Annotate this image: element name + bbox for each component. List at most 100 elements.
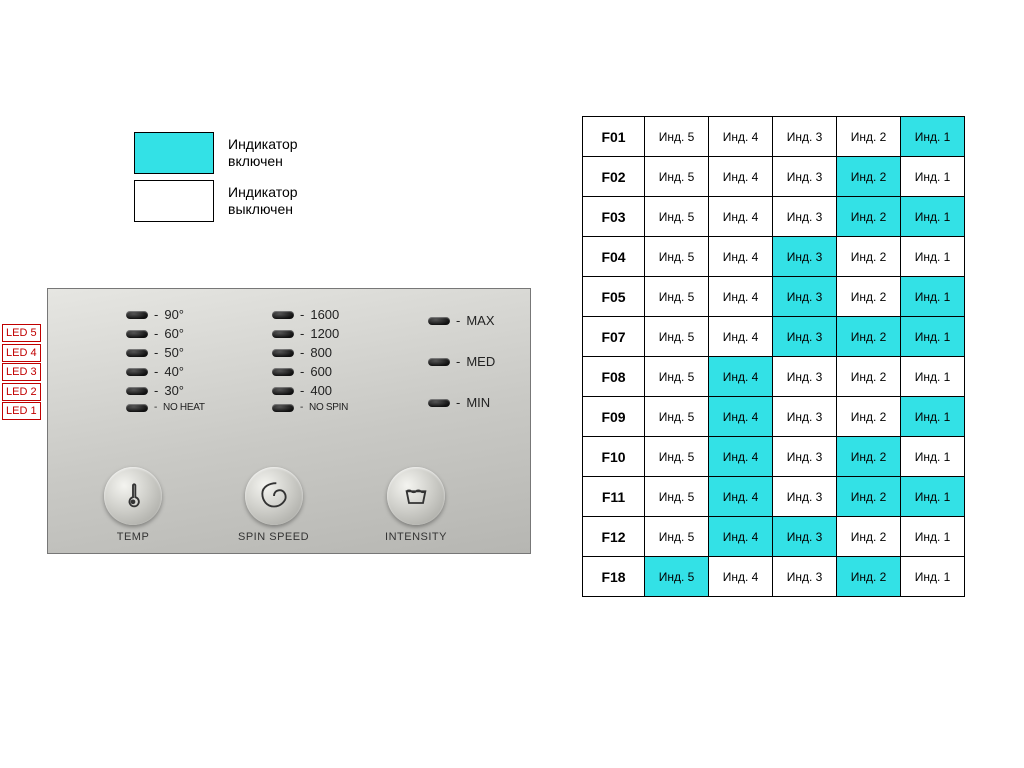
legend-row-off: Индикатор выключен <box>134 180 298 222</box>
indicator-cell: Инд. 1 <box>901 157 965 197</box>
indicator-cell: Инд. 5 <box>645 437 709 477</box>
fault-code-cell: F10 <box>583 437 645 477</box>
indicator-cell: Инд. 5 <box>645 157 709 197</box>
led-row: - 1200 <box>272 326 348 341</box>
intensity-button[interactable] <box>387 467 445 525</box>
led-dot-icon <box>126 349 148 357</box>
indicator-cell: Инд. 2 <box>837 397 901 437</box>
table-row: F08Инд. 5Инд. 4Инд. 3Инд. 2Инд. 1 <box>583 357 965 397</box>
led-row: - 60° <box>126 326 205 341</box>
fault-code-cell: F07 <box>583 317 645 357</box>
indicator-cell: Инд. 1 <box>901 237 965 277</box>
indicator-cell: Инд. 3 <box>773 437 837 477</box>
led-row: - 50° <box>126 345 205 360</box>
led-row: - 1600 <box>272 307 348 322</box>
indicator-cell: Инд. 2 <box>837 237 901 277</box>
led-dot-icon <box>126 404 148 412</box>
indicator-cell: Инд. 4 <box>709 157 773 197</box>
led-dot-icon <box>428 317 450 325</box>
spin-column: - 1600 - 1200 - 800 - 600 - 400 - NO SPI… <box>272 307 348 413</box>
led-value: MED <box>466 354 495 369</box>
table-row: F05Инд. 5Инд. 4Инд. 3Инд. 2Инд. 1 <box>583 277 965 317</box>
indicator-cell: Инд. 3 <box>773 357 837 397</box>
indicator-cell: Инд. 2 <box>837 277 901 317</box>
indicator-cell: Инд. 1 <box>901 477 965 517</box>
table-row: F03Инд. 5Инд. 4Инд. 3Инд. 2Инд. 1 <box>583 197 965 237</box>
led-value: MAX <box>466 313 494 328</box>
legend: Индикатор включен Индикатор выключен <box>134 132 298 222</box>
intensity-button-group: INTENSITY <box>385 467 447 543</box>
indicator-cell: Инд. 1 <box>901 437 965 477</box>
led-row: - 30° <box>126 383 205 398</box>
indicator-cell: Инд. 1 <box>901 397 965 437</box>
indicator-cell: Инд. 5 <box>645 517 709 557</box>
indicator-cell: Инд. 1 <box>901 117 965 157</box>
led-value: 40° <box>164 364 184 379</box>
led-value: 50° <box>164 345 184 360</box>
led-dot-icon <box>272 368 294 376</box>
indicator-cell: Инд. 3 <box>773 517 837 557</box>
led-value: MIN <box>466 395 490 410</box>
dash: - <box>300 402 303 413</box>
legend-label-off: Индикатор выключен <box>228 184 298 219</box>
led-row: - 800 <box>272 345 348 360</box>
temp-button-label: TEMP <box>117 531 150 543</box>
led-row: - MIN <box>428 395 495 410</box>
led-callout-label: LED 1 <box>2 402 41 420</box>
table-row: F01Инд. 5Инд. 4Инд. 3Инд. 2Инд. 1 <box>583 117 965 157</box>
spin-button-label: SPIN SPEED <box>238 531 309 543</box>
table-row: F02Инд. 5Инд. 4Инд. 3Инд. 2Инд. 1 <box>583 157 965 197</box>
led-dot-icon <box>272 404 294 412</box>
indicator-cell: Инд. 1 <box>901 557 965 597</box>
indicator-cell: Инд. 3 <box>773 397 837 437</box>
led-dot-icon <box>428 399 450 407</box>
indicator-cell: Инд. 2 <box>837 157 901 197</box>
led-dot-icon <box>126 387 148 395</box>
indicator-cell: Инд. 4 <box>709 477 773 517</box>
led-value: NO HEAT <box>163 402 205 413</box>
spin-button[interactable] <box>245 467 303 525</box>
led-value: 60° <box>164 326 184 341</box>
fault-code-cell: F08 <box>583 357 645 397</box>
led-row: - 600 <box>272 364 348 379</box>
led-dot-icon <box>272 387 294 395</box>
led-dot-icon <box>428 358 450 366</box>
legend-label-on: Индикатор включен <box>228 136 298 171</box>
fault-code-cell: F12 <box>583 517 645 557</box>
indicator-cell: Инд. 5 <box>645 397 709 437</box>
thermometer-icon <box>119 482 147 510</box>
dash: - <box>154 326 158 341</box>
indicator-cell: Инд. 4 <box>709 237 773 277</box>
indicator-cell: Инд. 1 <box>901 517 965 557</box>
panel-led-area: - 90° - 60° - 50° - 40° - 30° - NO HEAT … <box>48 289 530 459</box>
fault-code-cell: F03 <box>583 197 645 237</box>
fault-code-table: F01Инд. 5Инд. 4Инд. 3Инд. 2Инд. 1F02Инд.… <box>582 116 965 597</box>
led-value: 1600 <box>310 307 339 322</box>
indicator-cell: Инд. 4 <box>709 117 773 157</box>
indicator-cell: Инд. 2 <box>837 557 901 597</box>
indicator-cell: Инд. 3 <box>773 237 837 277</box>
indicator-cell: Инд. 5 <box>645 317 709 357</box>
dash: - <box>154 345 158 360</box>
temp-button[interactable] <box>104 467 162 525</box>
led-value: 800 <box>310 345 332 360</box>
indicator-cell: Инд. 2 <box>837 437 901 477</box>
table-row: F12Инд. 5Инд. 4Инд. 3Инд. 2Инд. 1 <box>583 517 965 557</box>
indicator-cell: Инд. 5 <box>645 557 709 597</box>
fault-code-cell: F18 <box>583 557 645 597</box>
indicator-cell: Инд. 4 <box>709 317 773 357</box>
indicator-cell: Инд. 4 <box>709 437 773 477</box>
dash: - <box>300 345 304 360</box>
indicator-cell: Инд. 3 <box>773 277 837 317</box>
led-dot-icon <box>126 311 148 319</box>
fault-code-cell: F09 <box>583 397 645 437</box>
dash: - <box>300 326 304 341</box>
dash: - <box>456 395 460 410</box>
indicator-cell: Инд. 3 <box>773 477 837 517</box>
control-panel-photo: - 90° - 60° - 50° - 40° - 30° - NO HEAT … <box>47 288 531 554</box>
intensity-button-label: INTENSITY <box>385 531 447 543</box>
led-row: - 400 <box>272 383 348 398</box>
led-callouts: LED 5LED 4LED 3LED 2LED 1 <box>2 324 41 420</box>
indicator-cell: Инд. 1 <box>901 317 965 357</box>
indicator-cell: Инд. 3 <box>773 557 837 597</box>
